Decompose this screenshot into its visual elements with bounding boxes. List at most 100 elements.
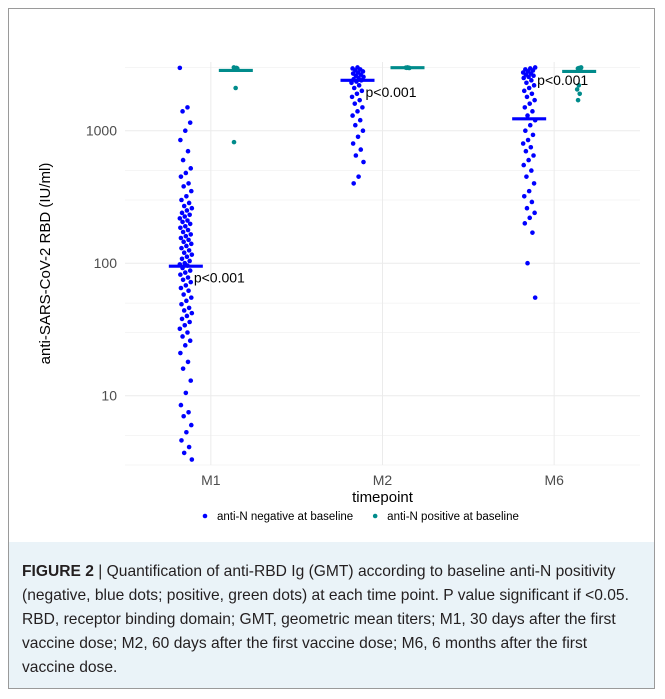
data-point bbox=[189, 457, 195, 462]
data-point bbox=[187, 212, 192, 218]
caption-separator: | bbox=[93, 563, 107, 580]
data-point bbox=[527, 122, 533, 128]
data-point bbox=[186, 409, 191, 415]
data-point bbox=[181, 292, 186, 297]
data-point bbox=[183, 390, 189, 396]
data-point bbox=[356, 174, 361, 179]
data-point bbox=[181, 308, 187, 313]
data-point bbox=[183, 170, 189, 176]
data-point bbox=[531, 83, 537, 88]
data-point bbox=[350, 113, 355, 118]
p-value-label: p<0.001 bbox=[366, 84, 417, 100]
x-axis-label: timepoint bbox=[352, 489, 414, 506]
data-point bbox=[177, 326, 183, 332]
legend-entry: anti-N positive at baseline bbox=[387, 511, 519, 523]
p-value-label: p<0.001 bbox=[194, 270, 245, 286]
data-point bbox=[186, 305, 192, 311]
data-point bbox=[179, 256, 185, 262]
data-point bbox=[351, 85, 357, 91]
gmt-bars bbox=[168, 66, 597, 268]
data-point bbox=[184, 298, 189, 304]
data-point bbox=[188, 279, 194, 285]
data-point bbox=[179, 438, 184, 443]
data-point bbox=[360, 105, 365, 110]
data-point bbox=[349, 94, 355, 100]
data-point bbox=[531, 181, 537, 186]
caption-band bbox=[8, 542, 655, 689]
data-point bbox=[188, 378, 194, 383]
data-point bbox=[527, 101, 533, 106]
data-point bbox=[574, 87, 580, 92]
data-point bbox=[524, 80, 529, 86]
data-point bbox=[361, 74, 366, 80]
data-point bbox=[185, 148, 191, 154]
data-point bbox=[188, 166, 194, 171]
data-point bbox=[180, 109, 185, 114]
scatter-chart: p<0.001 p<0.001 p<0.001 10 100 1000 M1 M2 M6 an… bbox=[37, 62, 640, 523]
data-point bbox=[528, 144, 534, 150]
data-point bbox=[186, 237, 191, 243]
data-point bbox=[356, 83, 362, 88]
data-point bbox=[189, 205, 195, 211]
data-point bbox=[527, 215, 533, 221]
data-point bbox=[355, 134, 361, 140]
data-point bbox=[355, 109, 360, 114]
legend-marker bbox=[202, 513, 208, 519]
data-point bbox=[233, 85, 238, 91]
data-point bbox=[182, 270, 188, 275]
grid-lines bbox=[125, 62, 640, 466]
data-point bbox=[186, 200, 192, 206]
data-point bbox=[523, 128, 528, 134]
p-value-label: p<0.001 bbox=[537, 72, 588, 88]
data-point bbox=[181, 450, 187, 456]
data-point bbox=[185, 227, 191, 233]
data-point bbox=[179, 197, 184, 203]
data-point bbox=[532, 210, 537, 216]
data-point bbox=[526, 188, 532, 194]
data-point bbox=[184, 193, 189, 199]
data-point bbox=[188, 295, 194, 300]
legend-entry: anti-N negative at baseline bbox=[217, 511, 353, 523]
data-point bbox=[186, 288, 191, 294]
data-point bbox=[189, 310, 195, 316]
data-point bbox=[529, 199, 535, 205]
data-point bbox=[178, 272, 183, 277]
data-point bbox=[185, 218, 190, 223]
data-point bbox=[521, 193, 527, 199]
data-point bbox=[521, 75, 527, 81]
data-point bbox=[531, 153, 536, 158]
data-point bbox=[185, 330, 190, 335]
data-point bbox=[185, 275, 191, 280]
caption-text: Quantification of anti-RBD Ig (GMT) acco… bbox=[22, 563, 629, 676]
data-point bbox=[523, 148, 529, 154]
data-point bbox=[350, 141, 356, 146]
data-point bbox=[187, 268, 193, 273]
data-point bbox=[179, 316, 185, 322]
data-point bbox=[525, 113, 530, 118]
data-point bbox=[529, 168, 534, 173]
data-point bbox=[178, 174, 184, 179]
data-point bbox=[180, 277, 186, 283]
data-point bbox=[178, 235, 184, 241]
y-tick-label: 10 bbox=[101, 388, 117, 404]
data-point bbox=[184, 208, 190, 213]
p-value-annotations: p<0.001 p<0.001 p<0.001 bbox=[194, 72, 589, 286]
data-point bbox=[358, 147, 364, 152]
data-point bbox=[526, 74, 531, 80]
data-point bbox=[353, 122, 358, 128]
data-point bbox=[522, 221, 528, 226]
data-point bbox=[179, 301, 184, 307]
data-point bbox=[182, 322, 188, 328]
data-point bbox=[577, 91, 583, 97]
y-tick-label: 100 bbox=[94, 255, 118, 271]
data-point bbox=[525, 137, 531, 143]
figure-caption: FIGURE 2 | Quantification of anti-RBD Ig… bbox=[22, 560, 642, 680]
data-point bbox=[185, 105, 190, 110]
data-point bbox=[181, 203, 187, 209]
legend-marker bbox=[372, 513, 378, 519]
x-tick-label: M1 bbox=[201, 472, 221, 488]
data-point bbox=[351, 181, 356, 186]
legend: anti-N negative at baseline anti-N positi… bbox=[202, 511, 519, 523]
data-point bbox=[530, 132, 536, 138]
data-point bbox=[182, 128, 188, 134]
